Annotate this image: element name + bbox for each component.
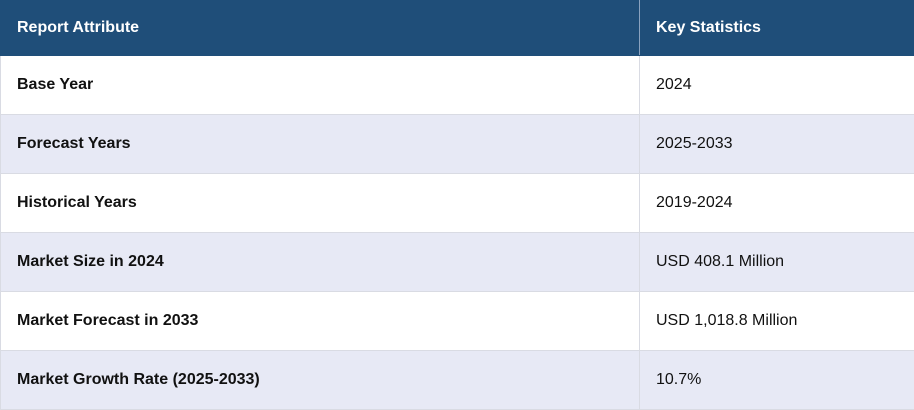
- statistic-cell: 10.7%: [640, 351, 914, 410]
- attribute-cell: Market Forecast in 2033: [1, 292, 640, 351]
- attribute-cell: Base Year: [1, 56, 640, 115]
- attribute-cell: Historical Years: [1, 174, 640, 233]
- header-cell: Key Statistics: [640, 1, 914, 56]
- table-header: Report Attribute Key Statistics: [1, 1, 914, 56]
- attribute-cell: Market Growth Rate (2025-2033): [1, 351, 640, 410]
- statistic-cell: USD 1,018.8 Million: [640, 292, 914, 351]
- header-row: Report Attribute Key Statistics: [1, 1, 914, 56]
- table-row: Market Growth Rate (2025-2033)10.7%: [1, 351, 914, 410]
- statistic-cell: 2024: [640, 56, 914, 115]
- attribute-cell: Forecast Years: [1, 115, 640, 174]
- statistic-cell: 2025-2033: [640, 115, 914, 174]
- statistic-cell: USD 408.1 Million: [640, 233, 914, 292]
- attribute-cell: Market Size in 2024: [1, 233, 640, 292]
- header-cell: Report Attribute: [1, 1, 640, 56]
- statistic-cell: 2019-2024: [640, 174, 914, 233]
